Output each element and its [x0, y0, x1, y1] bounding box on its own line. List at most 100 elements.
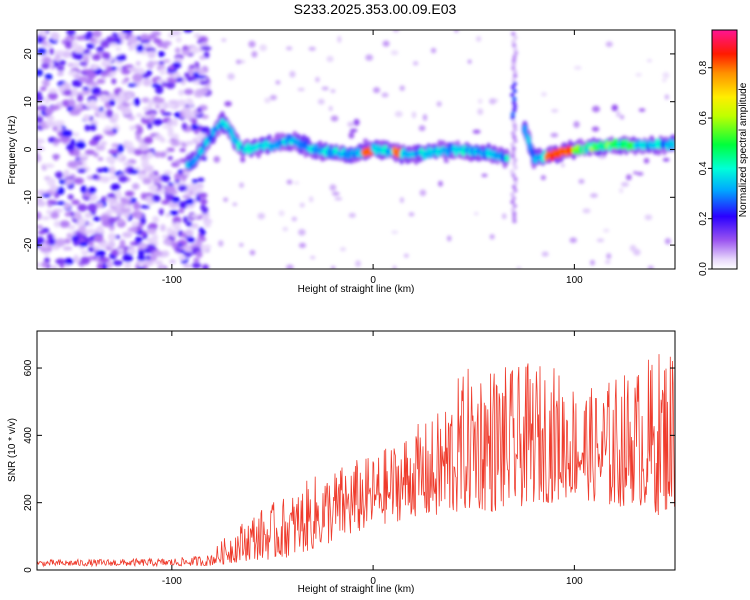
heatmap-cell	[183, 88, 194, 95]
heatmap-cell	[159, 266, 166, 269]
heatmap-cell	[90, 64, 99, 70]
heatmap-cell	[146, 227, 157, 235]
heatmap-cell	[240, 156, 246, 163]
heatmap-cell	[399, 85, 405, 91]
heatmap-cell	[55, 238, 66, 247]
heatmap-cell	[590, 259, 595, 266]
heatmap-cell	[73, 61, 79, 70]
heatmap-cell	[512, 89, 517, 93]
heatmap-cell	[188, 64, 196, 69]
heatmap-cell	[85, 228, 97, 235]
heatmap-cell	[89, 123, 97, 132]
heatmap-cell	[159, 103, 169, 108]
heatmap-cell	[37, 115, 44, 124]
heatmap-cell	[124, 77, 130, 82]
heatmap-cell	[512, 211, 517, 216]
heatmap-cell	[647, 265, 654, 269]
heatmap-cell	[167, 155, 173, 161]
heatmap-cell	[355, 260, 361, 268]
heatmap-cell	[92, 216, 102, 222]
heatmap-cell	[154, 151, 161, 158]
heatmap-cell	[42, 79, 50, 88]
heatmap-cell	[285, 46, 293, 51]
heatmap-cell	[126, 247, 136, 255]
heatmap-cell	[198, 80, 209, 85]
heatmap-cell	[113, 112, 119, 121]
heatmap-cell	[334, 197, 343, 201]
heatmap-cell	[77, 203, 88, 212]
heatmap-cell	[143, 136, 154, 145]
heatmap-cell	[275, 80, 281, 85]
heatmap-cell	[184, 72, 190, 79]
heatmap-cell	[99, 94, 109, 103]
heatmap-cell	[190, 123, 200, 131]
heatmap-cell	[510, 85, 516, 90]
heatmap-cell	[633, 248, 641, 256]
heatmap-cell	[54, 171, 64, 179]
heatmap-cell	[512, 219, 517, 223]
heatmap-cell	[63, 89, 74, 96]
heatmap-cell	[510, 142, 515, 147]
heatmap-cell	[44, 97, 50, 105]
spectrogram-ylabel: Frequency (Hz)	[7, 116, 18, 185]
heatmap-cell	[91, 106, 101, 111]
heatmap-cell	[477, 98, 483, 104]
heatmap-cell	[326, 55, 334, 63]
heatmap-cell	[201, 264, 209, 269]
snr-frame	[36, 330, 676, 571]
heatmap-cell	[51, 32, 60, 41]
heatmap-cell	[115, 190, 122, 200]
heatmap-cell	[87, 203, 98, 212]
heatmap-cell	[127, 115, 135, 121]
heatmap-cell	[42, 56, 52, 64]
heatmap-cell	[264, 97, 271, 104]
heatmap-cell	[257, 212, 266, 220]
heatmap-cell	[511, 207, 516, 212]
heatmap-cell	[317, 98, 325, 105]
heatmap-cell	[511, 173, 516, 178]
heatmap-cell	[196, 251, 203, 258]
heatmap-cell	[63, 169, 70, 177]
heatmap-cell	[481, 173, 488, 178]
heatmap-cell	[112, 260, 123, 266]
heatmap-cell	[339, 247, 346, 252]
heatmap-cell	[102, 168, 110, 173]
heatmap-cell	[198, 227, 205, 233]
heatmap-cell	[41, 193, 52, 198]
heatmap-cell	[282, 226, 289, 232]
heatmap-cell	[64, 40, 72, 49]
heatmap-cell	[224, 101, 232, 107]
heatmap-cell	[37, 47, 47, 56]
heatmap-cell	[551, 109, 559, 113]
heatmap-cell	[511, 184, 517, 189]
heatmap-cell	[120, 208, 132, 213]
heatmap-cell	[511, 150, 516, 155]
heatmap-cell	[129, 169, 139, 175]
heatmap-cell	[129, 125, 136, 131]
heatmap-cell	[512, 215, 517, 220]
heatmap-cell	[47, 92, 58, 101]
heatmap-cell	[573, 121, 580, 128]
heatmap-cell	[40, 30, 47, 37]
heatmap-cell	[106, 261, 113, 269]
heatmap-cell	[604, 260, 611, 264]
heatmap-cell	[110, 202, 119, 207]
heatmap-cell	[53, 138, 61, 143]
heatmap-cell	[66, 30, 76, 36]
heatmap-cell	[198, 133, 207, 137]
heatmap-cell	[73, 254, 79, 263]
x-tick-label: 0	[370, 576, 376, 587]
heatmap-cell	[56, 65, 65, 72]
heatmap-cell	[578, 179, 585, 184]
heatmap-cell	[142, 78, 152, 87]
heatmap-cell	[134, 236, 143, 243]
heatmap-cell	[106, 198, 117, 203]
heatmap-cell	[286, 179, 293, 185]
heatmap-cell	[143, 114, 150, 119]
heatmap-cell	[132, 201, 141, 211]
heatmap-cell	[291, 216, 297, 222]
heatmap-cell	[251, 50, 258, 58]
heatmap-cell	[79, 241, 88, 247]
heatmap-cell	[100, 242, 108, 249]
